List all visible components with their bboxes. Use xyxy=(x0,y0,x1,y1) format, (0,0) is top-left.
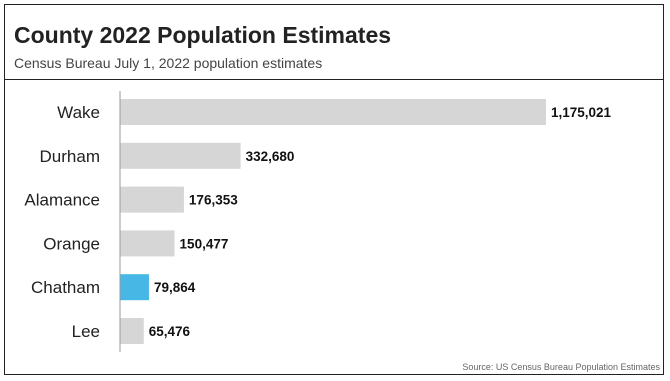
category-label-wake: Wake xyxy=(57,103,100,122)
value-label-chatham: 79,864 xyxy=(154,280,196,295)
value-label-alamance: 176,353 xyxy=(189,193,238,208)
chart-subtitle: Census Bureau July 1, 2022 population es… xyxy=(14,55,323,71)
bar-wake xyxy=(120,99,546,125)
bar-orange xyxy=(120,230,175,257)
bar-durham xyxy=(120,142,241,169)
value-label-lee: 65,476 xyxy=(149,324,191,339)
category-label-chatham: Chatham xyxy=(31,278,100,297)
bar-lee xyxy=(120,318,144,344)
chart-frame xyxy=(4,4,664,375)
bar-chatham xyxy=(120,274,149,301)
category-label-orange: Orange xyxy=(43,234,100,253)
category-label-alamance: Alamance xyxy=(24,191,100,210)
category-label-durham: Durham xyxy=(40,147,100,166)
chart-title: County 2022 Population Estimates xyxy=(14,22,392,48)
header-divider xyxy=(5,79,664,80)
value-label-wake: 1,175,021 xyxy=(551,105,612,120)
bar-alamance xyxy=(120,186,184,213)
category-label-lee: Lee xyxy=(72,322,100,341)
source-note: Source: US Census Bureau Population Esti… xyxy=(462,362,660,372)
value-label-orange: 150,477 xyxy=(180,236,229,251)
value-label-durham: 332,680 xyxy=(246,149,295,164)
